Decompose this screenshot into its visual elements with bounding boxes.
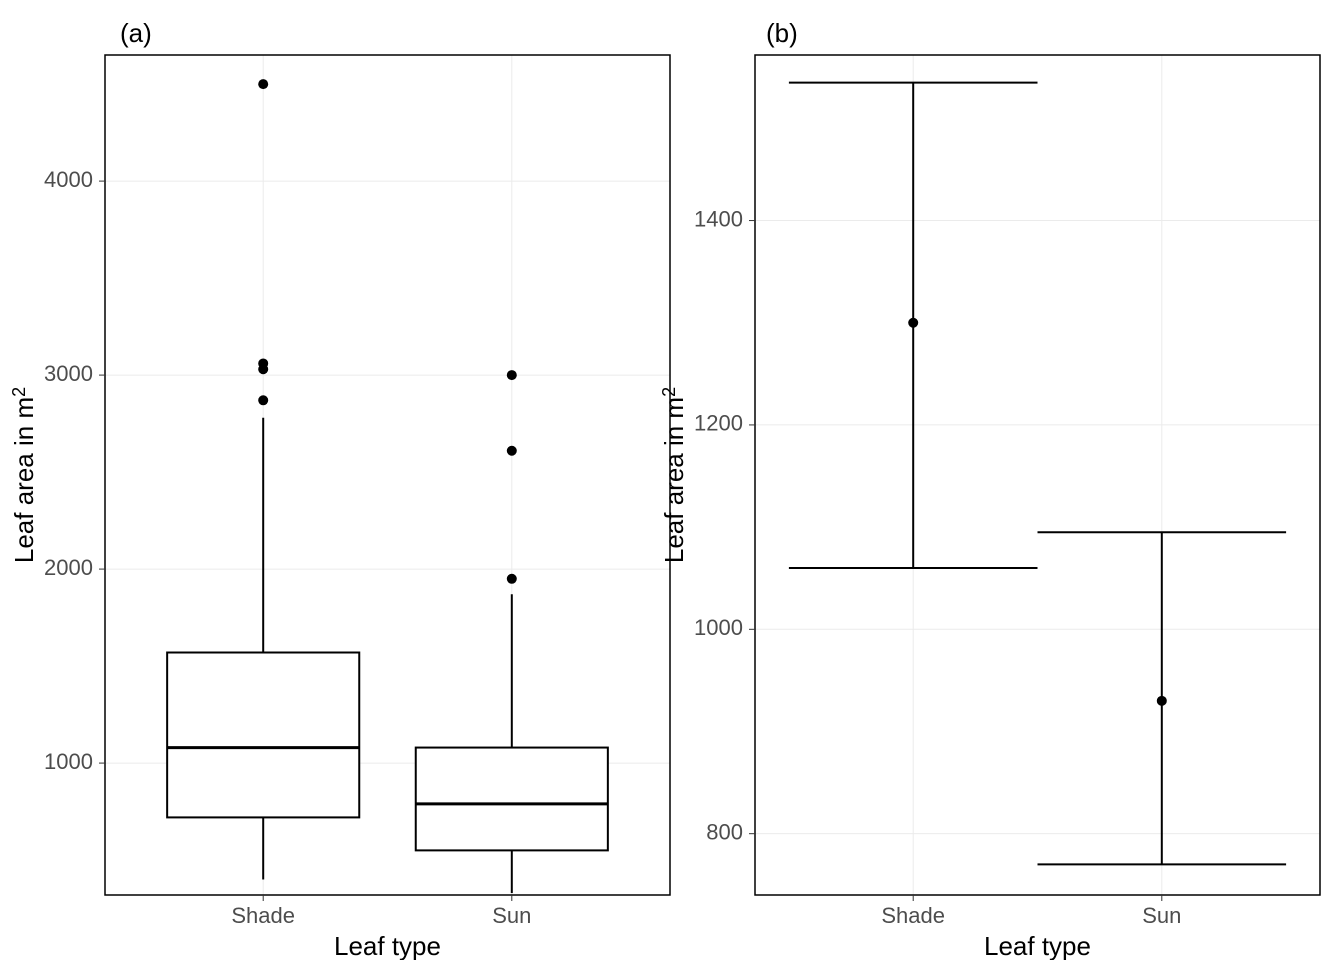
svg-text:1000: 1000 bbox=[694, 615, 743, 640]
panel-b-title: (b) bbox=[766, 18, 798, 49]
svg-text:4000: 4000 bbox=[44, 167, 93, 192]
svg-text:3000: 3000 bbox=[44, 361, 93, 386]
svg-text:Sun: Sun bbox=[1142, 903, 1181, 928]
figure-container: (a) (b) 1000 2000 3000 4000 Shade Sun Leaf typ… bbox=[0, 0, 1344, 960]
panel-a-title: (a) bbox=[120, 18, 152, 49]
svg-text:1400: 1400 bbox=[694, 206, 743, 231]
svg-text:Leaf area in m2: Leaf area in m2 bbox=[9, 387, 39, 563]
svg-text:1000: 1000 bbox=[44, 749, 93, 774]
svg-text:2000: 2000 bbox=[44, 555, 93, 580]
svg-text:Sun: Sun bbox=[492, 903, 531, 928]
svg-text:Leaf area in m2: Leaf area in m2 bbox=[659, 387, 689, 563]
svg-text:Leaf type: Leaf type bbox=[334, 931, 441, 960]
figure-svg: 1000 2000 3000 4000 Shade Sun Leaf type Leaf ar… bbox=[0, 0, 1344, 960]
svg-text:1200: 1200 bbox=[694, 411, 743, 436]
svg-text:Leaf type: Leaf type bbox=[984, 931, 1091, 960]
svg-text:800: 800 bbox=[706, 819, 743, 844]
svg-text:Shade: Shade bbox=[881, 903, 945, 928]
svg-text:Shade: Shade bbox=[231, 903, 295, 928]
